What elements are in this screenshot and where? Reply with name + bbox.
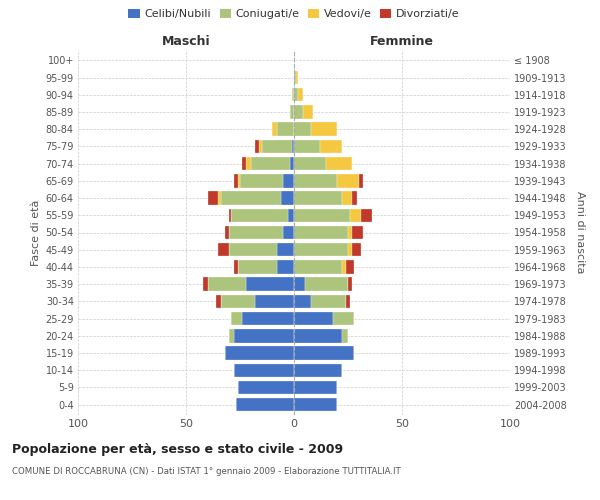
Y-axis label: Anni di nascita: Anni di nascita xyxy=(575,191,585,274)
Bar xyxy=(225,226,229,239)
Bar xyxy=(294,346,355,360)
Bar xyxy=(348,278,352,291)
Bar xyxy=(229,243,277,256)
Bar xyxy=(348,243,352,256)
Bar xyxy=(294,243,348,256)
Bar xyxy=(232,312,242,326)
Bar xyxy=(255,140,259,153)
Bar xyxy=(294,380,337,394)
Bar xyxy=(359,174,363,188)
Bar xyxy=(294,88,298,102)
Bar xyxy=(229,208,232,222)
Bar xyxy=(262,140,292,153)
Bar xyxy=(294,260,341,274)
Bar xyxy=(233,260,238,274)
Bar xyxy=(302,106,313,118)
Bar xyxy=(337,174,359,188)
Bar xyxy=(348,226,352,239)
Bar xyxy=(233,329,294,342)
Bar xyxy=(221,294,255,308)
Bar xyxy=(320,140,341,153)
Bar xyxy=(294,157,326,170)
Text: Popolazione per età, sesso e stato civile - 2009: Popolazione per età, sesso e stato civil… xyxy=(12,442,343,456)
Bar xyxy=(218,243,229,256)
Bar xyxy=(346,260,355,274)
Bar xyxy=(233,174,238,188)
Bar xyxy=(203,278,208,291)
Bar xyxy=(311,294,346,308)
Bar xyxy=(290,106,294,118)
Bar xyxy=(242,157,247,170)
Bar xyxy=(333,312,355,326)
Text: Femmine: Femmine xyxy=(370,36,434,49)
Legend: Celibi/Nubili, Coniugati/e, Vedovi/e, Divorziati/e: Celibi/Nubili, Coniugati/e, Vedovi/e, Di… xyxy=(125,6,463,22)
Bar xyxy=(311,122,337,136)
Bar xyxy=(294,398,337,411)
Bar xyxy=(281,192,294,205)
Bar xyxy=(277,243,294,256)
Bar xyxy=(352,226,363,239)
Bar xyxy=(298,88,302,102)
Bar xyxy=(233,364,294,377)
Y-axis label: Fasce di età: Fasce di età xyxy=(31,200,41,266)
Bar xyxy=(208,192,218,205)
Bar xyxy=(238,174,240,188)
Bar xyxy=(361,208,372,222)
Bar xyxy=(236,398,294,411)
Bar xyxy=(247,157,251,170)
Bar xyxy=(294,226,348,239)
Bar xyxy=(294,294,311,308)
Bar xyxy=(294,192,341,205)
Bar xyxy=(232,208,287,222)
Bar xyxy=(341,329,348,342)
Bar xyxy=(290,157,294,170)
Bar xyxy=(352,243,361,256)
Bar xyxy=(229,226,283,239)
Bar xyxy=(240,174,283,188)
Bar xyxy=(208,278,247,291)
Bar xyxy=(294,312,333,326)
Bar xyxy=(221,192,281,205)
Bar xyxy=(216,294,221,308)
Bar xyxy=(277,260,294,274)
Bar xyxy=(247,278,294,291)
Bar xyxy=(352,192,356,205)
Bar xyxy=(294,174,337,188)
Bar xyxy=(294,208,350,222)
Text: COMUNE DI ROCCABRUNA (CN) - Dati ISTAT 1° gennaio 2009 - Elaborazione TUTTITALIA: COMUNE DI ROCCABRUNA (CN) - Dati ISTAT 1… xyxy=(12,468,401,476)
Bar xyxy=(296,71,298,85)
Bar xyxy=(292,88,294,102)
Bar xyxy=(294,71,296,85)
Bar xyxy=(326,157,352,170)
Bar xyxy=(238,380,294,394)
Bar xyxy=(283,226,294,239)
Bar xyxy=(251,157,290,170)
Bar xyxy=(341,192,352,205)
Bar xyxy=(305,278,348,291)
Bar xyxy=(341,260,346,274)
Bar xyxy=(287,208,294,222)
Bar xyxy=(277,122,294,136)
Bar xyxy=(294,140,320,153)
Bar xyxy=(272,122,277,136)
Bar xyxy=(350,208,361,222)
Bar xyxy=(294,364,341,377)
Bar xyxy=(346,294,350,308)
Bar xyxy=(292,140,294,153)
Bar xyxy=(242,312,294,326)
Bar xyxy=(294,106,302,118)
Bar xyxy=(294,278,305,291)
Bar xyxy=(225,346,294,360)
Bar xyxy=(294,329,341,342)
Bar xyxy=(294,122,311,136)
Bar xyxy=(255,294,294,308)
Bar xyxy=(283,174,294,188)
Bar xyxy=(238,260,277,274)
Bar xyxy=(259,140,262,153)
Text: Maschi: Maschi xyxy=(161,36,211,49)
Bar xyxy=(218,192,221,205)
Bar xyxy=(229,329,233,342)
